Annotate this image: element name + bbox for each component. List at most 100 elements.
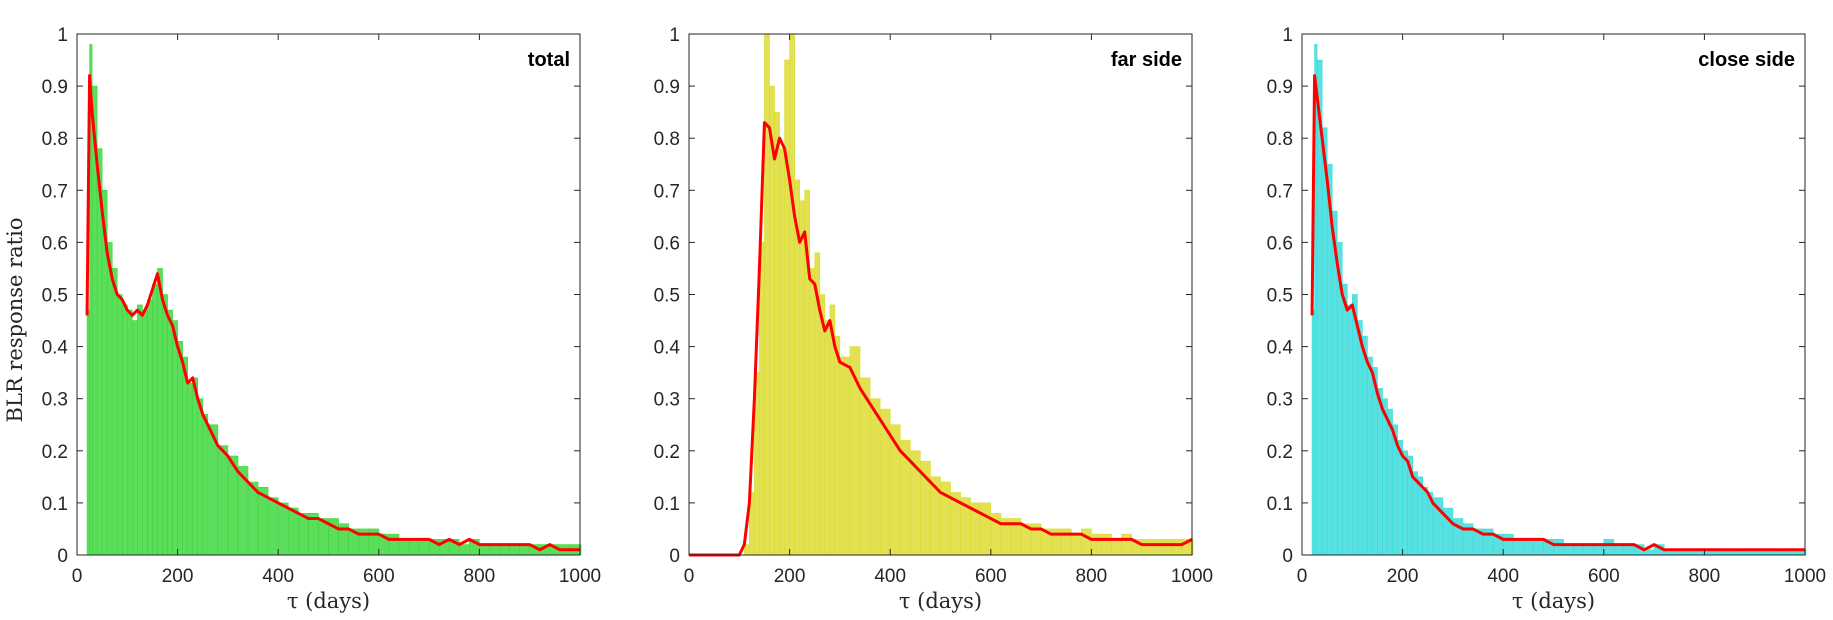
bar bbox=[1111, 539, 1122, 556]
bar bbox=[1533, 539, 1544, 556]
bar bbox=[1151, 539, 1163, 556]
bar bbox=[1563, 544, 1574, 556]
y-tick-label: 0.2 bbox=[1267, 442, 1293, 463]
bar bbox=[1512, 539, 1524, 556]
y-tick-label: 0.6 bbox=[1267, 233, 1293, 254]
bar bbox=[1367, 356, 1373, 556]
bar bbox=[779, 148, 785, 556]
bar bbox=[86, 309, 90, 556]
bar bbox=[1101, 533, 1112, 556]
x-tick-label: 600 bbox=[363, 566, 395, 587]
bar bbox=[1553, 539, 1564, 556]
bar bbox=[1623, 544, 1635, 556]
bar bbox=[187, 382, 193, 556]
bar bbox=[197, 398, 204, 556]
y-tick-label: 0.8 bbox=[1267, 129, 1293, 150]
bar bbox=[980, 502, 992, 556]
bar bbox=[824, 320, 831, 556]
bar bbox=[116, 294, 123, 556]
bar bbox=[167, 309, 173, 556]
bar bbox=[1573, 544, 1584, 556]
bar bbox=[121, 304, 128, 556]
bar bbox=[1523, 539, 1534, 556]
bar bbox=[1502, 533, 1514, 556]
bar bbox=[1070, 533, 1082, 556]
bar bbox=[809, 268, 816, 556]
bar bbox=[1613, 544, 1625, 556]
x-tick-label: 400 bbox=[262, 566, 294, 587]
bar bbox=[834, 335, 841, 556]
y-tick-label: 0 bbox=[57, 546, 68, 567]
bar bbox=[1171, 539, 1183, 556]
y-axis-label: BLR response ratio bbox=[3, 218, 27, 423]
x-tick-label: 0 bbox=[72, 566, 83, 587]
smoothed-line bbox=[1310, 74, 1805, 552]
x-tick-label: 400 bbox=[874, 566, 906, 587]
bar bbox=[1081, 528, 1092, 556]
bar bbox=[267, 497, 279, 556]
bar bbox=[799, 200, 805, 556]
bar bbox=[106, 242, 113, 556]
bar bbox=[819, 294, 826, 556]
x-tick-label: 600 bbox=[975, 566, 1007, 587]
y-tick-label: 0.7 bbox=[1267, 181, 1293, 202]
x-tick-label: 800 bbox=[464, 566, 496, 587]
bar bbox=[137, 304, 143, 556]
x-axis-label: τ (days) bbox=[1512, 589, 1595, 613]
y-tick-label: 0.6 bbox=[42, 233, 68, 254]
bar bbox=[1422, 486, 1429, 556]
y-tick-label: 0.2 bbox=[42, 442, 68, 463]
bar bbox=[177, 341, 183, 556]
y-tick-label: 1 bbox=[669, 25, 680, 46]
y-tick-label: 0.7 bbox=[42, 181, 68, 202]
bar bbox=[1341, 283, 1348, 556]
y-tick-label: 1 bbox=[1282, 25, 1293, 46]
bar bbox=[1161, 539, 1173, 556]
bar bbox=[1362, 335, 1368, 556]
bar bbox=[774, 111, 780, 556]
bar bbox=[398, 539, 410, 556]
x-tick-label: 1000 bbox=[1171, 566, 1213, 587]
bar bbox=[764, 33, 770, 556]
bar bbox=[509, 544, 520, 556]
bar bbox=[1593, 544, 1605, 556]
bar bbox=[1402, 450, 1408, 556]
bar bbox=[489, 544, 500, 556]
y-tick-label: 0 bbox=[1282, 546, 1293, 567]
y-tick-label: 0.9 bbox=[654, 77, 680, 98]
y-tick-label: 0.3 bbox=[1267, 390, 1293, 411]
bar bbox=[217, 445, 229, 556]
bar bbox=[182, 356, 188, 556]
bar bbox=[388, 533, 400, 556]
x-tick-label: 1000 bbox=[559, 566, 601, 587]
bar bbox=[1382, 398, 1388, 556]
x-tick-label: 0 bbox=[1297, 566, 1308, 587]
panel-close-side: 0 200 400 600 800 1000 0 0.1 0.2 0.3 0.4 0.5 0.6 0.7 0… bbox=[1267, 25, 1827, 613]
y-tick-label: 0.1 bbox=[1267, 494, 1293, 515]
y-tick-label: 0.6 bbox=[654, 233, 680, 254]
y-tick-label: 0.8 bbox=[42, 129, 68, 150]
y-tick-label: 1 bbox=[57, 25, 68, 46]
bar bbox=[111, 268, 118, 556]
bar bbox=[458, 544, 470, 556]
bar bbox=[127, 309, 133, 556]
y-tick-label: 0.2 bbox=[654, 442, 680, 463]
bar bbox=[1583, 544, 1595, 556]
panel-label-far-side: far side bbox=[1111, 49, 1182, 71]
x-tick-label: 1000 bbox=[1784, 566, 1826, 587]
bar bbox=[859, 377, 871, 556]
bar bbox=[869, 398, 881, 556]
x-tick-label: 400 bbox=[1487, 566, 1519, 587]
panel-label-total: total bbox=[528, 49, 570, 71]
bar bbox=[839, 356, 851, 556]
bar bbox=[1311, 309, 1315, 556]
bar bbox=[147, 299, 153, 556]
x-axis-label: τ (days) bbox=[287, 589, 370, 613]
bar bbox=[1141, 539, 1153, 556]
bar bbox=[298, 513, 309, 556]
y-tick-label: 0.5 bbox=[654, 286, 680, 307]
bar-series bbox=[744, 33, 1194, 556]
x-tick-label: 800 bbox=[1689, 566, 1721, 587]
y-tick-label: 0.5 bbox=[1267, 286, 1293, 307]
bar bbox=[287, 507, 299, 556]
